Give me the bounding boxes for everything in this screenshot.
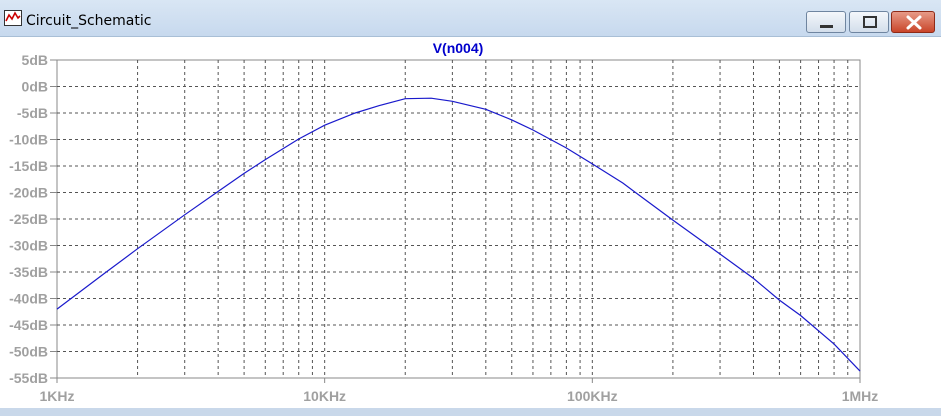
y-tick-label: -10dB: [9, 132, 48, 148]
minimize-button[interactable]: [806, 11, 846, 33]
minimize-icon: [820, 25, 833, 28]
y-tick-label: -20dB: [9, 185, 48, 201]
trace-title[interactable]: V(n004): [433, 40, 484, 56]
y-tick-label: -30dB: [9, 238, 48, 254]
y-tick-label: 0dB: [22, 79, 48, 95]
x-axis-ticks: 1KHz 10KHz 100KHz 1MHz: [39, 378, 878, 404]
y-tick-label: -40dB: [9, 291, 48, 307]
y-tick-label: -5dB: [17, 105, 48, 121]
maximize-icon: [863, 16, 877, 28]
close-icon: [906, 15, 922, 30]
close-button[interactable]: [891, 11, 935, 33]
trace-v-n004[interactable]: [56, 97, 861, 372]
y-tick-label: -55dB: [9, 370, 48, 386]
maximize-button[interactable]: [849, 11, 889, 33]
y-tick-label: -15dB: [9, 158, 48, 174]
x-tick-label: 1KHz: [39, 388, 74, 404]
waveform-icon: [4, 10, 22, 26]
y-axis-ticks: 5dB 0dB -5dB -10dB -15dB -20dB -25dB -30dB -35dB…: [9, 52, 57, 386]
y-tick-label: -35dB: [9, 264, 48, 280]
title-bar[interactable]: Circuit_Schematic: [0, 0, 941, 37]
y-tick-label: -45dB: [9, 317, 48, 333]
y-tick-label: -25dB: [9, 211, 48, 227]
y-tick-label: 5dB: [22, 52, 48, 68]
grid: [57, 60, 860, 378]
x-tick-label: 10KHz: [303, 388, 346, 404]
trace-layer[interactable]: [56, 97, 861, 372]
window-title: Circuit_Schematic: [26, 13, 152, 29]
x-tick-label: 1MHz: [842, 388, 879, 404]
plot-pane[interactable]: V(n004) 5dB 0dB -5dB -10dB -15dB -20dB -25dB -3…: [0, 36, 941, 408]
x-tick-label: 100KHz: [567, 388, 618, 404]
window-bottom-border: [0, 408, 941, 416]
y-tick-label: -50dB: [9, 344, 48, 360]
